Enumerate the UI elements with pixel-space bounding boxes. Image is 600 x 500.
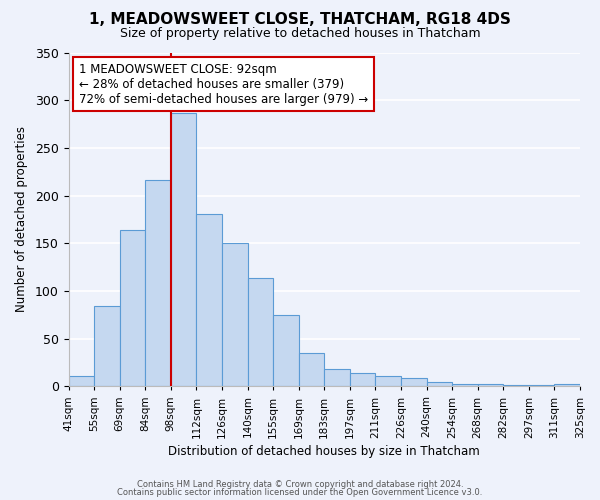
X-axis label: Distribution of detached houses by size in Thatcham: Distribution of detached houses by size … [169,444,480,458]
Bar [324,369,350,386]
Text: 1 MEADOWSWEET CLOSE: 92sqm
← 28% of detached houses are smaller (379)
72% of sem: 1 MEADOWSWEET CLOSE: 92sqm ← 28% of deta… [79,62,368,106]
Bar [273,315,299,386]
Bar [171,112,196,386]
Bar [119,230,145,386]
Bar [94,306,119,386]
Bar [196,214,222,386]
Y-axis label: Number of detached properties: Number of detached properties [15,126,28,312]
Bar [248,278,273,386]
Text: Size of property relative to detached houses in Thatcham: Size of property relative to detached ho… [119,28,481,40]
Bar [350,373,376,386]
Text: 1, MEADOWSWEET CLOSE, THATCHAM, RG18 4DS: 1, MEADOWSWEET CLOSE, THATCHAM, RG18 4DS [89,12,511,28]
Bar [478,384,503,386]
Bar [401,378,427,386]
Bar [452,384,478,386]
Bar [68,376,94,386]
Bar [222,244,248,386]
Bar [299,353,324,386]
Bar [376,376,401,386]
Text: Contains HM Land Registry data © Crown copyright and database right 2024.: Contains HM Land Registry data © Crown c… [137,480,463,489]
Bar [427,382,452,386]
Text: Contains public sector information licensed under the Open Government Licence v3: Contains public sector information licen… [118,488,482,497]
Bar [145,180,171,386]
Bar [554,384,580,386]
